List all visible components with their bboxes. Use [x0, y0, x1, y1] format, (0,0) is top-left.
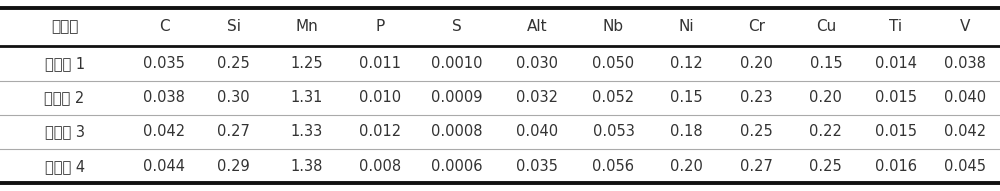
Text: 0.15: 0.15 [670, 90, 703, 105]
Text: 1.25: 1.25 [290, 56, 323, 71]
Text: 0.25: 0.25 [809, 159, 842, 174]
Text: 0.25: 0.25 [217, 56, 250, 71]
Text: 0.052: 0.052 [592, 90, 635, 105]
Text: 0.0009: 0.0009 [431, 90, 482, 105]
Text: Nb: Nb [603, 19, 624, 34]
Text: 1.31: 1.31 [291, 90, 323, 105]
Text: 0.20: 0.20 [670, 159, 703, 174]
Text: 0.30: 0.30 [217, 90, 250, 105]
Text: 0.0006: 0.0006 [431, 159, 482, 174]
Text: 实施例 1: 实施例 1 [45, 56, 85, 71]
Text: Mn: Mn [295, 19, 318, 34]
Text: Ni: Ni [679, 19, 694, 34]
Text: 0.032: 0.032 [516, 90, 558, 105]
Text: 0.015: 0.015 [875, 125, 917, 139]
Text: 0.011: 0.011 [359, 56, 401, 71]
Text: 0.014: 0.014 [875, 56, 917, 71]
Text: Alt: Alt [527, 19, 547, 34]
Text: 0.0008: 0.0008 [431, 125, 482, 139]
Text: 实施例 4: 实施例 4 [45, 159, 85, 174]
Text: 0.030: 0.030 [516, 56, 558, 71]
Text: 0.053: 0.053 [593, 125, 634, 139]
Text: 0.040: 0.040 [944, 90, 986, 105]
Text: 0.042: 0.042 [143, 125, 185, 139]
Text: P: P [375, 19, 384, 34]
Text: 0.040: 0.040 [516, 125, 558, 139]
Text: 0.27: 0.27 [217, 125, 250, 139]
Text: 0.25: 0.25 [740, 125, 773, 139]
Text: 0.29: 0.29 [217, 159, 250, 174]
Text: C: C [159, 19, 169, 34]
Text: S: S [452, 19, 462, 34]
Text: Si: Si [227, 19, 241, 34]
Text: Cu: Cu [816, 19, 836, 34]
Text: 0.15: 0.15 [810, 56, 842, 71]
Text: 0.008: 0.008 [359, 159, 401, 174]
Text: 0.044: 0.044 [143, 159, 185, 174]
Text: 0.038: 0.038 [944, 56, 986, 71]
Text: 0.045: 0.045 [944, 159, 986, 174]
Text: 0.12: 0.12 [670, 56, 703, 71]
Text: 0.23: 0.23 [740, 90, 772, 105]
Text: 0.010: 0.010 [359, 90, 401, 105]
Text: 0.042: 0.042 [944, 125, 986, 139]
Text: 0.012: 0.012 [359, 125, 401, 139]
Text: 0.015: 0.015 [875, 90, 917, 105]
Text: 0.035: 0.035 [143, 56, 185, 71]
Text: 0.016: 0.016 [875, 159, 917, 174]
Text: 0.20: 0.20 [740, 56, 773, 71]
Text: 0.20: 0.20 [809, 90, 842, 105]
Text: 0.050: 0.050 [592, 56, 635, 71]
Text: 0.18: 0.18 [670, 125, 703, 139]
Text: Cr: Cr [748, 19, 765, 34]
Text: 0.056: 0.056 [592, 159, 634, 174]
Text: 1.38: 1.38 [291, 159, 323, 174]
Text: 1.33: 1.33 [291, 125, 323, 139]
Text: 实施例 3: 实施例 3 [45, 125, 85, 139]
Text: 0.22: 0.22 [809, 125, 842, 139]
Text: 实施例 2: 实施例 2 [44, 90, 85, 105]
Text: Ti: Ti [889, 19, 902, 34]
Text: 0.038: 0.038 [143, 90, 185, 105]
Text: 0.0010: 0.0010 [431, 56, 482, 71]
Text: 0.27: 0.27 [740, 159, 773, 174]
Text: 实施例: 实施例 [51, 19, 78, 34]
Text: 0.035: 0.035 [516, 159, 558, 174]
Text: V: V [960, 19, 970, 34]
